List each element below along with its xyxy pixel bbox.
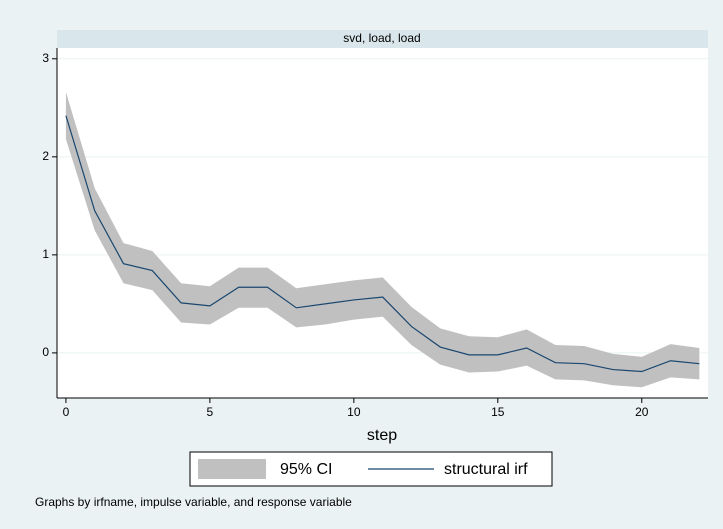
x-tick-label: 15 — [491, 405, 505, 419]
x-tick-label: 0 — [63, 405, 70, 419]
y-tick-label: 2 — [42, 149, 49, 163]
chart-title: svd, load, load — [343, 31, 420, 45]
ci-band — [65, 92, 700, 388]
note: Graphs by irfname, impulse variable, and… — [35, 495, 352, 509]
y-tick-label: 3 — [42, 51, 49, 65]
legend-label: 95% CI — [280, 461, 332, 478]
legend-swatch — [198, 459, 266, 479]
line — [65, 115, 700, 373]
plot-area — [57, 48, 708, 398]
x-tick-label: 5 — [207, 405, 214, 419]
x-axis-label: step — [367, 427, 397, 444]
y-tick-label: 1 — [42, 247, 49, 261]
y-tick-label: 0 — [42, 345, 49, 359]
x-tick-label: 20 — [635, 405, 649, 419]
x-tick-label: 10 — [347, 405, 361, 419]
legend-label: structural irf — [444, 461, 528, 478]
title-strip — [57, 30, 708, 48]
